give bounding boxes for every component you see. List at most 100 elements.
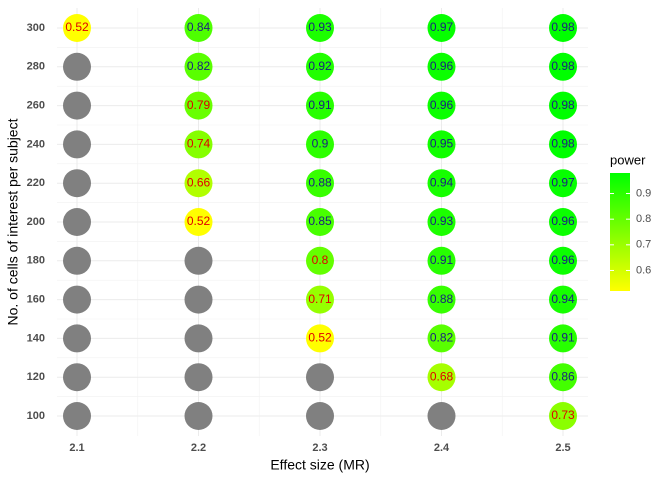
- value-label: 0.71: [308, 292, 332, 306]
- value-label: 0.88: [308, 175, 332, 189]
- dot: [427, 14, 456, 42]
- value-label: 0.88: [430, 292, 454, 306]
- value-label: 0.73: [551, 408, 575, 422]
- dot: [427, 324, 456, 353]
- value-label: 0.68: [430, 369, 454, 383]
- dot: [549, 14, 577, 42]
- y-tick-label: 240: [27, 138, 45, 150]
- value-label: 0.93: [430, 214, 454, 228]
- value-label: 0.93: [308, 20, 332, 34]
- value-label: 0.97: [430, 20, 454, 34]
- value-label: 0.92: [308, 59, 332, 73]
- na-dot: [184, 402, 213, 430]
- dot: [184, 91, 213, 120]
- value-label: 0.96: [430, 98, 454, 112]
- value-label: 0.79: [187, 98, 211, 112]
- dot: [549, 169, 577, 198]
- dot: [306, 246, 334, 275]
- y-tick-label: 100: [27, 410, 45, 422]
- dot: [306, 91, 334, 120]
- dot: [549, 363, 577, 392]
- na-dot: [63, 324, 91, 353]
- dot: [549, 208, 577, 236]
- dot: [184, 169, 213, 198]
- na-dot: [63, 363, 91, 392]
- value-label: 0.52: [65, 20, 89, 34]
- colorbar: [610, 173, 630, 291]
- value-label: 0.82: [187, 59, 211, 73]
- na-dot: [63, 52, 91, 81]
- y-axis-label: No. of cells of interest per subject: [5, 118, 21, 325]
- dot: [184, 14, 213, 42]
- value-label: 0.98: [551, 59, 575, 73]
- dot: [184, 208, 213, 236]
- na-dot: [63, 169, 91, 198]
- value-label: 0.85: [308, 214, 332, 228]
- dot: [427, 91, 456, 120]
- legend-title: power: [610, 152, 646, 167]
- x-tick-label: 2.2: [191, 442, 206, 454]
- dot: [427, 246, 456, 275]
- y-tick-label: 220: [27, 177, 45, 189]
- na-dot: [184, 246, 213, 275]
- na-dot: [63, 402, 91, 430]
- x-tick-label: 2.1: [69, 442, 84, 454]
- value-label: 0.86: [551, 369, 575, 383]
- value-label: 0.91: [430, 253, 454, 267]
- legend-tick-label: 0.8: [636, 213, 651, 225]
- x-tick-label: 2.5: [555, 442, 570, 454]
- value-label: 0.96: [551, 214, 575, 228]
- na-dot: [184, 285, 213, 314]
- value-label: 0.84: [187, 20, 211, 34]
- dot: [184, 130, 213, 159]
- value-label: 0.91: [551, 331, 575, 345]
- value-label: 0.94: [430, 175, 454, 189]
- dot: [427, 363, 456, 392]
- dot: [306, 285, 334, 314]
- na-dot: [306, 402, 334, 430]
- y-tick-label: 280: [27, 61, 45, 73]
- y-tick-label: 300: [27, 22, 45, 34]
- na-dot: [63, 246, 91, 275]
- legend-tick-label: 0.9: [636, 187, 651, 199]
- value-label: 0.96: [551, 253, 575, 267]
- value-label: 0.52: [308, 331, 332, 345]
- value-label: 0.9: [312, 137, 329, 151]
- dot: [427, 208, 456, 236]
- value-label: 0.98: [551, 98, 575, 112]
- y-tick-label: 140: [27, 332, 45, 344]
- x-axis-label: Effect size (MR): [270, 457, 369, 473]
- dot: [306, 169, 334, 198]
- dot: [306, 130, 334, 159]
- dot: [184, 52, 213, 81]
- dot: [549, 285, 577, 314]
- value-label: 0.66: [187, 175, 211, 189]
- na-dot: [63, 91, 91, 120]
- dot: [306, 208, 334, 236]
- dot: [549, 246, 577, 275]
- dot: [427, 52, 456, 81]
- y-tick-label: 160: [27, 294, 45, 306]
- x-tick-label: 2.4: [434, 442, 450, 454]
- legend-tick-label: 0.6: [636, 264, 651, 276]
- na-dot: [184, 324, 213, 353]
- na-dot: [184, 363, 213, 392]
- value-label: 0.8: [312, 253, 329, 267]
- na-dot: [63, 208, 91, 236]
- dot: [549, 324, 577, 353]
- value-label: 0.96: [430, 59, 454, 73]
- na-dot: [63, 285, 91, 314]
- value-label: 0.98: [551, 20, 575, 34]
- dot: [549, 52, 577, 81]
- y-tick-label: 200: [27, 216, 45, 228]
- value-label: 0.95: [430, 137, 454, 151]
- dot: [427, 169, 456, 198]
- dot: [306, 324, 334, 353]
- y-tick-label: 180: [27, 255, 45, 267]
- dot: [427, 285, 456, 314]
- dot: [549, 91, 577, 120]
- dot: [427, 130, 456, 159]
- dot: [306, 14, 334, 42]
- na-dot: [427, 402, 456, 430]
